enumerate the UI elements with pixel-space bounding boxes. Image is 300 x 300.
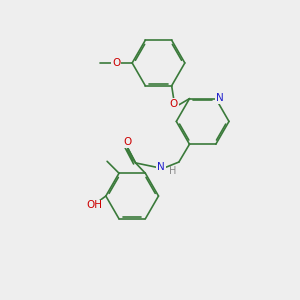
Text: O: O xyxy=(123,137,131,147)
Text: H: H xyxy=(169,167,176,176)
Text: O: O xyxy=(170,99,178,109)
Text: O: O xyxy=(112,58,120,68)
Text: N: N xyxy=(157,162,165,172)
Text: OH: OH xyxy=(86,200,102,210)
Text: N: N xyxy=(216,93,224,103)
